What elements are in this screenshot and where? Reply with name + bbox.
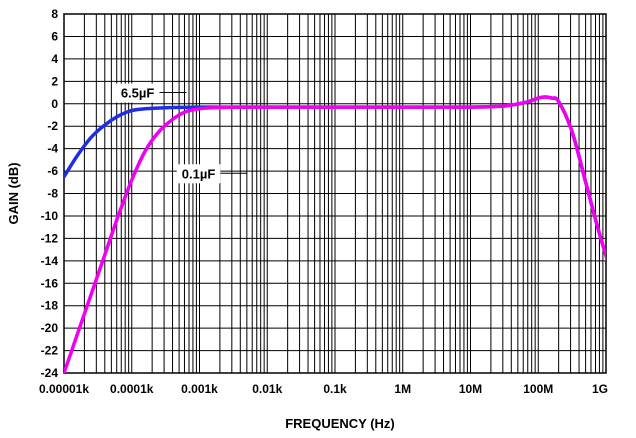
x-tick-label: 1G (592, 382, 608, 396)
y-tick-label: -6 (47, 164, 58, 178)
y-tick-label: -22 (41, 344, 59, 358)
x-tick-label: 100M (523, 382, 553, 396)
x-tick-label: 0.1k (323, 382, 347, 396)
series-line-2 (64, 95, 606, 373)
y-axis-title: GAIN (dB) (6, 162, 21, 224)
y-tick-label: 2 (51, 74, 58, 88)
plot-frame (63, 13, 607, 374)
y-tick-label: 6 (51, 29, 58, 43)
x-tick-label: 0.0001k (110, 382, 154, 396)
x-tick-label: 0.01k (252, 382, 282, 396)
series-label-bg (176, 164, 221, 184)
y-tick-label: -18 (41, 299, 59, 313)
y-tick-label: -16 (41, 276, 59, 290)
series-label-1: 6.5µF (121, 86, 155, 101)
x-tick-label: 0.00001k (39, 382, 89, 396)
series-line-1 (64, 95, 606, 262)
y-tick-label: -8 (47, 187, 58, 201)
plot-grid (63, 13, 607, 374)
plot-border (63, 13, 607, 374)
x-tick-labels: 0.00001k 0.0001k 0.001k 0.01k 0.1k 1M 10M 100M 1… (39, 382, 608, 396)
series-label-bg (115, 83, 160, 103)
x-tick-label: 0.001k (181, 382, 218, 396)
x-axis-title: FREQUENCY (Hz) (285, 416, 395, 431)
x-tick-label: 10M (459, 382, 482, 396)
y-tick-label: 4 (51, 52, 58, 66)
series-layer (64, 95, 606, 373)
y-tick-label: -4 (47, 142, 58, 156)
y-tick-label: -2 (47, 119, 58, 133)
y-tick-label: -10 (41, 209, 59, 223)
y-tick-label: -20 (41, 321, 59, 335)
annotation-layer: 6.5µF 0.1µF (115, 83, 248, 184)
y-tick-label: -24 (41, 366, 59, 380)
y-tick-labels: 8 6 4 2 0 -2 -4 -6 -8 -10 -12 -14 -16 -18 -20 -22 -24 (41, 7, 59, 380)
x-tick-label: 1M (394, 382, 411, 396)
series-label-2: 0.1µF (182, 166, 216, 181)
y-tick-label: -14 (41, 254, 59, 268)
y-tick-label: 8 (51, 7, 58, 21)
y-tick-label: 0 (51, 97, 58, 111)
y-tick-label: -12 (41, 231, 59, 245)
